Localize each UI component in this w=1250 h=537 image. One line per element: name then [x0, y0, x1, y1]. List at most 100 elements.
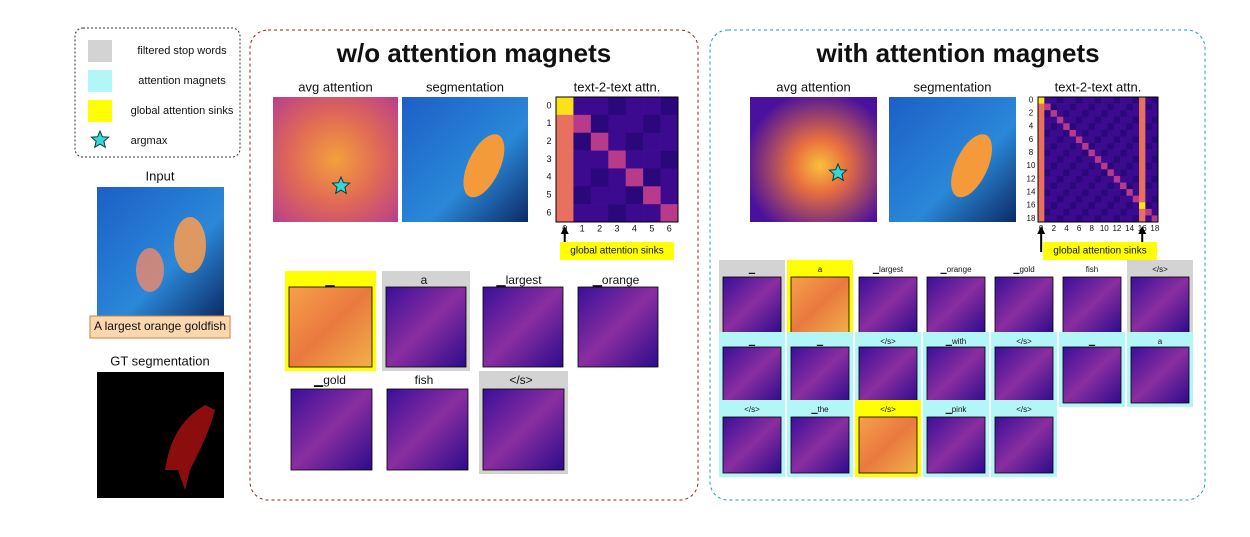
matrix-cell [1050, 156, 1058, 164]
matrix-cell [556, 132, 574, 151]
label: ▁ [748, 337, 756, 346]
matrix-cell [1151, 202, 1159, 210]
matrix-cell [1107, 149, 1115, 157]
matrix-cell [573, 97, 592, 116]
matrix-cell [1120, 195, 1127, 203]
label: 5 [546, 190, 551, 200]
matrix-cell [1075, 123, 1083, 131]
matrix-cell [1056, 136, 1064, 144]
matrix-cell [1145, 169, 1152, 177]
label: 4 [632, 223, 637, 233]
matrix-cell [643, 186, 661, 205]
matrix-cell [573, 204, 592, 223]
matrix-cell [1082, 116, 1089, 124]
matrix-cell [1056, 149, 1064, 157]
matrix-cell [1151, 129, 1159, 137]
matrix-cell [1151, 189, 1159, 196]
label: 5 [649, 223, 654, 233]
matrix-cell [1094, 143, 1102, 150]
matrix-cell [1101, 103, 1108, 111]
matrix-cell [1151, 110, 1159, 118]
matrix-cell [1132, 189, 1140, 196]
label: 4 [1029, 122, 1034, 131]
matrix-cell [1101, 156, 1108, 164]
label: ▁gold [1012, 265, 1034, 274]
matrix-cell [1151, 162, 1159, 170]
token-attention-map [790, 346, 850, 404]
matrix-cell [1038, 208, 1045, 216]
label: 6 [546, 207, 551, 217]
matrix-cell [608, 204, 627, 223]
matrix-cell [1088, 136, 1096, 144]
matrix-cell [1139, 123, 1146, 131]
matrix-cell [608, 150, 627, 169]
matrix-cell [1056, 97, 1064, 104]
label: 14 [1027, 188, 1036, 197]
matrix-cell [1113, 143, 1121, 150]
matrix-cell [1120, 208, 1127, 216]
matrix-cell [1120, 97, 1127, 104]
matrix-cell [1113, 156, 1121, 164]
matrix-cell [1094, 195, 1102, 203]
matrix-cell [660, 97, 679, 116]
matrix-cell [1056, 182, 1064, 190]
matrix-cell [1056, 189, 1064, 196]
label: Input [146, 168, 175, 183]
segmentation-image [402, 97, 528, 222]
matrix-cell [1151, 149, 1159, 157]
matrix-cell [1082, 149, 1089, 157]
matrix-cell [1151, 208, 1159, 216]
matrix-cell [1088, 110, 1096, 118]
matrix-cell [1088, 97, 1096, 104]
caption-box [89, 315, 231, 339]
matrix-cell [1120, 116, 1127, 124]
label: 0 [546, 100, 551, 110]
matrix-cell [1063, 129, 1070, 137]
label: 4 [546, 172, 551, 182]
matrix-cell [590, 204, 609, 223]
matrix-cell [590, 150, 609, 169]
label: fish [415, 373, 434, 387]
matrix-cell [1038, 175, 1045, 183]
matrix-cell [556, 186, 574, 205]
matrix-cell [1094, 136, 1102, 144]
matrix-cell [1050, 182, 1058, 190]
matrix-cell [660, 204, 679, 223]
matrix-cell [1113, 103, 1121, 111]
matrix-cell [1063, 215, 1070, 223]
token-attention-map [994, 346, 1054, 404]
matrix-cell [1132, 156, 1140, 164]
matrix-cell [1107, 143, 1115, 150]
matrix-cell [1056, 202, 1064, 210]
matrix-cell [1075, 97, 1083, 104]
matrix-cell [625, 97, 644, 116]
label: </s> [744, 405, 760, 414]
label: ▁ [324, 273, 335, 287]
matrix-cell [1056, 208, 1064, 216]
matrix-cell [1094, 189, 1102, 196]
label: argmax [131, 135, 168, 147]
matrix-cell [1056, 156, 1064, 164]
matrix-cell [1139, 175, 1146, 183]
matrix-cell [1069, 202, 1077, 210]
matrix-cell [1145, 116, 1152, 124]
matrix-cell [1044, 202, 1051, 210]
matrix-cell [1101, 202, 1108, 210]
label: 2 [1029, 109, 1034, 118]
token-attention-map [288, 286, 373, 368]
matrix-cell [1088, 162, 1096, 170]
label: GT segmentation [110, 353, 209, 368]
matrix-cell [1107, 189, 1115, 196]
label: 8 [1029, 148, 1034, 157]
matrix-cell [1107, 195, 1115, 203]
matrix-cell [643, 204, 661, 223]
matrix-cell [1069, 149, 1077, 157]
matrix-cell [1120, 143, 1127, 150]
label: filtered stop words [137, 45, 227, 57]
matrix-cell [1113, 195, 1121, 203]
matrix-cell [1088, 182, 1096, 190]
matrix-cell [1101, 162, 1108, 170]
matrix-cell [1044, 116, 1051, 124]
token-attention-map [790, 276, 850, 334]
token-attention-map [290, 388, 373, 471]
